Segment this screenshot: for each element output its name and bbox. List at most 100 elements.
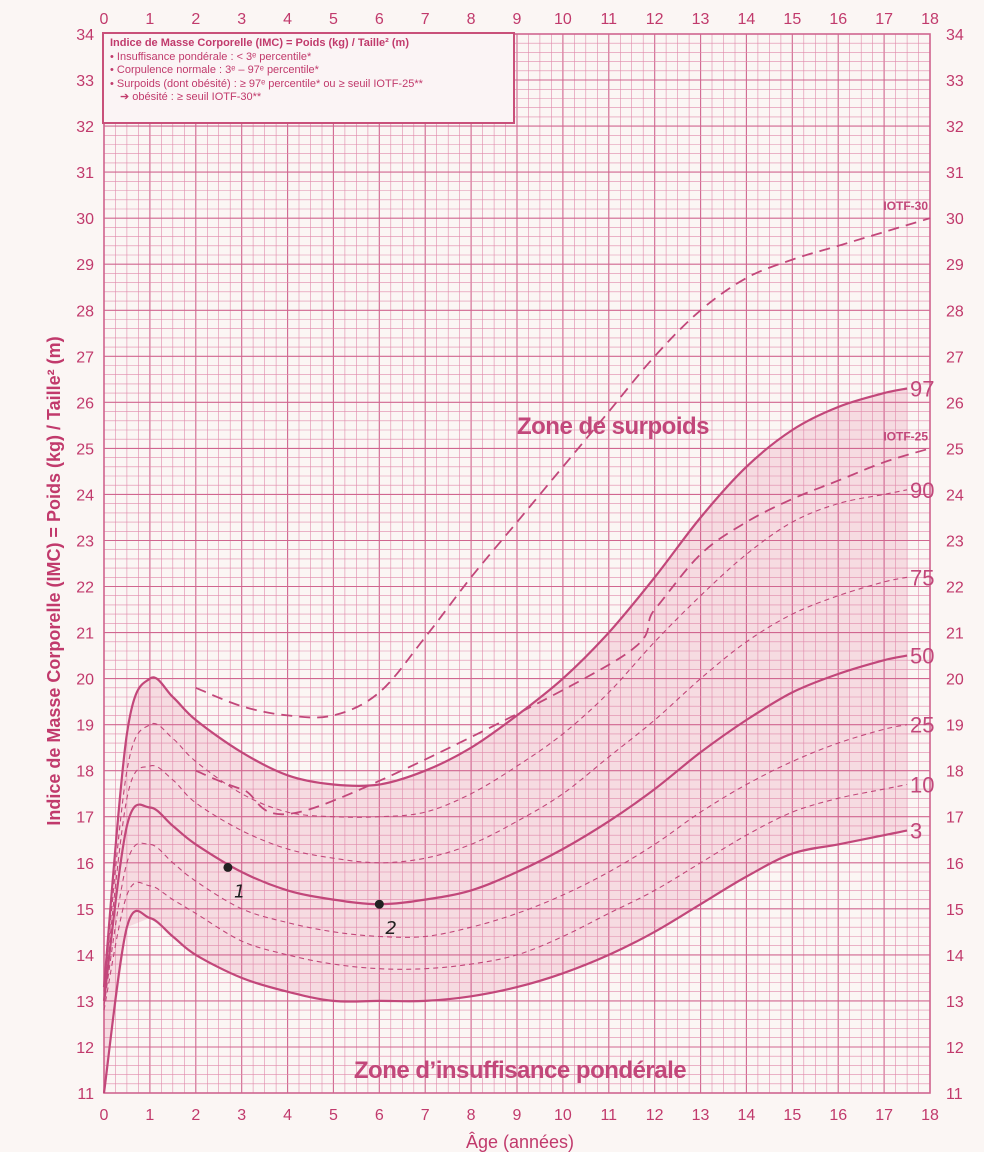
legend-box: Indice de Masse Corporelle (IMC) = Poids… [102,32,515,124]
y-tick-label-right: 14 [946,948,964,965]
x-tick-label-top: 0 [100,11,109,28]
y-tick-label-right: 15 [946,902,964,919]
x-tick-label-bottom: 17 [875,1107,893,1124]
legend-overweight: • Surpoids (dont obésité) : ≥ 97ᵉ percen… [110,77,423,90]
x-tick-label-bottom: 10 [554,1107,572,1124]
y-tick-label-right: 21 [946,626,964,643]
x-axis-title: Âge (années) [466,1132,574,1152]
curve-label: 10 [910,773,934,798]
curve-10 [103,783,908,1011]
y-tick-label-right: 29 [946,257,964,274]
y-tick-label-right: 34 [946,27,964,44]
y-tick-label-left: 33 [76,73,94,90]
y-tick-label-left: 28 [76,303,94,320]
curve-75 [103,576,908,997]
x-tick-label-bottom: 11 [600,1107,617,1124]
curve-label: 90 [910,478,934,503]
curve-90 [103,489,908,992]
x-tick-label-top: 9 [513,11,522,28]
curve-25 [103,724,908,1006]
zone-overweight-label: Zone de surpoids [517,413,709,440]
y-tick-label-right: 18 [946,764,964,781]
x-tick-label-top: 16 [829,11,847,28]
y-tick-label-left: 30 [76,211,94,228]
y-tick-label-left: 27 [76,349,94,366]
x-tick-label-bottom: 13 [692,1107,710,1124]
y-tick-label-right: 17 [946,810,964,827]
measurement-points: 12 [223,862,397,939]
y-tick-label-right: 26 [946,395,964,412]
x-tick-label-bottom: 0 [100,1107,109,1124]
y-tick-label-right: 22 [946,580,964,597]
y-tick-label-left: 26 [76,395,94,412]
x-tick-label-top: 5 [329,11,338,28]
curve-label: 97 [910,377,934,402]
measurement-label: 1 [234,881,245,902]
curve-iotf-25 [195,447,931,816]
curve-50 [102,654,908,1002]
y-tick-label-left: 13 [76,994,94,1011]
legend-underweight: • Insuffisance pondérale : < 3ᵉ percenti… [110,50,312,63]
x-tick-label-bottom: 5 [329,1107,338,1124]
x-tick-label-bottom: 2 [191,1107,200,1124]
y-tick-label-right: 16 [946,856,964,873]
y-tick-label-left: 16 [76,856,94,873]
y-tick-label-right: 24 [946,487,964,504]
y-tick-label-left: 15 [76,902,94,919]
y-tick-label-right: 23 [946,533,964,550]
y-tick-label-left: 11 [77,1086,94,1103]
legend-normal: • Corpulence normale : 3ᵉ – 97ᵉ percenti… [110,64,319,76]
x-tick-label-top: 12 [646,11,664,28]
x-tick-label-bottom: 12 [646,1107,664,1124]
x-tick-label-bottom: 1 [145,1107,154,1124]
curve-97 [102,387,908,988]
x-tick-label-bottom: 6 [375,1107,384,1124]
y-tick-label-left: 25 [76,441,94,458]
zone-underweight-label: Zone d’insuffisance pondérale [354,1057,686,1084]
legend-title: Indice de Masse Corporelle (IMC) = Poids… [110,37,409,49]
x-tick-label-bottom: 4 [283,1107,292,1124]
percentile-curves [102,217,931,1094]
y-tick-label-left: 14 [76,948,94,965]
y-tick-label-left: 18 [76,764,94,781]
x-tick-label-top: 4 [283,11,292,28]
y-tick-label-right: 25 [946,441,964,458]
chart-grid [103,33,931,1094]
y-tick-label-right: 32 [946,119,964,136]
curve-3 [102,829,908,1094]
y-tick-label-right: 20 [946,672,964,689]
x-tick-label-top: 3 [237,11,246,28]
x-tick-label-top: 7 [421,11,430,28]
y-tick-label-left: 29 [76,257,94,274]
x-tick-label-top: 10 [554,11,572,28]
curve-labels: 97 90 75 50 25 10 3 IOTF-25 IOTF-30 [883,199,934,843]
y-tick-label-right: 13 [946,994,964,1011]
axis-ticks: 0011223344556677889910101111121213131414… [76,11,964,1124]
curve-label: IOTF-25 [883,429,928,443]
x-tick-label-bottom: 8 [467,1107,476,1124]
y-tick-label-left: 12 [76,1040,94,1057]
x-tick-label-top: 8 [467,11,476,28]
y-tick-label-left: 20 [76,672,94,689]
y-tick-label-right: 28 [946,303,964,320]
curve-label: 3 [910,819,922,844]
x-tick-label-bottom: 14 [738,1107,756,1124]
x-tick-label-top: 17 [875,11,893,28]
x-tick-label-top: 1 [145,11,154,28]
curve-label: IOTF-30 [883,199,928,213]
x-tick-label-top: 15 [783,11,801,28]
x-tick-label-top: 13 [692,11,710,28]
y-tick-label-right: 11 [946,1086,963,1103]
x-tick-label-top: 11 [600,11,617,28]
x-tick-label-bottom: 15 [783,1107,801,1124]
y-tick-label-left: 31 [76,165,94,182]
curve-label: 75 [910,565,934,590]
y-tick-label-left: 34 [76,27,94,44]
y-tick-label-right: 12 [946,1040,964,1057]
y-tick-label-right: 30 [946,211,964,228]
x-tick-label-bottom: 18 [921,1107,939,1124]
x-tick-label-top: 18 [921,11,939,28]
y-tick-label-right: 19 [946,718,964,735]
curve-label: 50 [910,644,934,669]
